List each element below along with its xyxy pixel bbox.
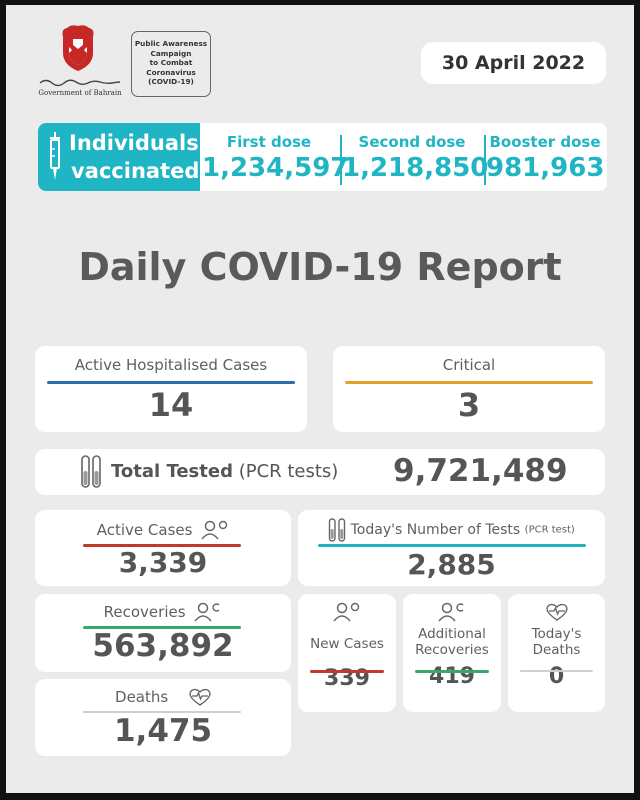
vaccination-strip: Individuals vaccinated First dose 1,234,…	[38, 123, 607, 191]
campaign-badge-line: Campaign	[150, 48, 192, 58]
active-cases-card: Active Cases 3,339	[35, 510, 291, 586]
todays-tests-value: 2,885	[407, 548, 496, 581]
campaign-badge-line: to Combat	[149, 58, 193, 67]
total-tested-card: Total Tested (PCR tests) 9,721,489	[35, 449, 605, 495]
todays-deaths-card: Today's Deaths 0	[508, 594, 605, 712]
vaccination-label-block: Individuals vaccinated	[38, 123, 200, 191]
person-recovered-icon	[438, 602, 466, 622]
second-dose-block: Second dose 1,218,850	[342, 123, 489, 191]
todays-tests-underline	[318, 544, 586, 547]
additional-recoveries-value: 419	[429, 664, 475, 689]
recoveries-label-row: Recoveries	[35, 602, 291, 622]
campaign-badge: Public Awareness Campaign to Combat Coro…	[131, 31, 211, 97]
second-dose-value: 1,218,850	[342, 153, 489, 183]
total-tested-label-suffix: (PCR tests)	[238, 461, 339, 482]
additional-recoveries-label-line2: Recoveries	[415, 642, 489, 658]
hospitalised-underline	[47, 381, 295, 384]
hospitalised-label: Active Hospitalised Cases	[74, 356, 268, 374]
active-cases-value: 3,339	[118, 546, 208, 579]
todays-deaths-underline	[520, 670, 593, 672]
critical-card: Critical 3	[333, 346, 605, 432]
deaths-value: 1,475	[113, 713, 213, 749]
additional-recoveries-card: Additional Recoveries 419	[403, 594, 501, 712]
govt-logo-text: Government of Bahrain	[38, 89, 122, 97]
first-dose-value: 1,234,597	[202, 153, 349, 183]
date-card: 30 April 2022	[421, 42, 606, 84]
vaccinated-label-line1: Individuals	[69, 131, 199, 155]
critical-underline	[345, 381, 593, 384]
booster-dose-label: Booster dose	[489, 133, 601, 151]
total-tested-label-main: Total Tested	[111, 461, 233, 482]
first-dose-block: First dose 1,234,597	[202, 123, 349, 191]
todays-deaths-label-line1: Today's	[531, 626, 582, 642]
heartbeat-icon	[545, 602, 568, 622]
additional-recoveries-label-line1: Additional	[418, 626, 486, 642]
booster-dose-value: 981,963	[486, 153, 605, 183]
syringe-icon	[47, 131, 63, 183]
hospitalised-value: 14	[148, 386, 194, 424]
campaign-badge-line: Public Awareness	[134, 39, 208, 48]
person-alert-icon	[333, 602, 361, 622]
deaths-underline	[83, 711, 241, 713]
report-title: Daily COVID-19 Report	[78, 245, 562, 289]
report-date: 30 April 2022	[441, 52, 586, 74]
recoveries-underline	[83, 626, 241, 629]
first-dose-label: First dose	[226, 133, 312, 151]
critical-label: Critical	[442, 356, 496, 374]
todays-tests-label-suffix: (PCR test)	[524, 524, 575, 536]
deaths-label-row: Deaths	[35, 687, 291, 707]
campaign-badge-line: Coronavirus	[146, 67, 196, 77]
todays-tests-label-row: Today's Number of Tests (PCR test)	[298, 518, 605, 542]
vaccinated-label-line2: vaccinated	[71, 159, 200, 183]
todays-tests-label: Today's Number of Tests	[350, 522, 521, 538]
second-dose-label: Second dose	[358, 133, 466, 151]
deaths-label: Deaths	[115, 688, 169, 706]
todays-tests-card: Today's Number of Tests (PCR test) 2,885	[298, 510, 605, 586]
hospitalised-card: Active Hospitalised Cases 14	[35, 346, 307, 432]
total-tested-label: Total Tested (PCR tests)	[111, 461, 338, 482]
divider	[484, 135, 486, 185]
active-cases-underline	[83, 544, 241, 547]
report-frame: Government of Bahrain Public Awareness C…	[6, 5, 634, 793]
deaths-card: Deaths 1,475	[35, 679, 291, 756]
total-tested-value: 9,721,489	[393, 453, 568, 489]
govt-arabic-mark	[36, 77, 122, 87]
active-cases-label-row: Active Cases	[35, 520, 291, 540]
campaign-badge-line: (COVID-19)	[148, 77, 194, 86]
recoveries-card: Recoveries 563,892	[35, 594, 291, 672]
new-cases-underline	[310, 670, 384, 673]
booster-dose-block: Booster dose 981,963	[486, 123, 604, 191]
recoveries-label: Recoveries	[103, 603, 186, 621]
todays-deaths-label-line2: Deaths	[532, 642, 581, 658]
additional-recoveries-underline	[415, 670, 489, 673]
new-cases-label: New Cases	[310, 636, 384, 652]
bahrain-emblem-icon	[53, 23, 103, 75]
test-tubes-icon	[80, 455, 102, 489]
active-cases-label: Active Cases	[96, 521, 193, 539]
test-tubes-icon	[328, 518, 346, 542]
todays-deaths-value: 0	[548, 664, 565, 689]
divider	[340, 135, 342, 185]
recoveries-value: 563,892	[92, 628, 234, 664]
person-recovered-icon	[194, 602, 222, 622]
person-alert-icon	[201, 520, 229, 540]
critical-value: 3	[457, 386, 481, 424]
heartbeat-icon	[189, 687, 211, 707]
new-cases-card: New Cases 339	[298, 594, 396, 712]
